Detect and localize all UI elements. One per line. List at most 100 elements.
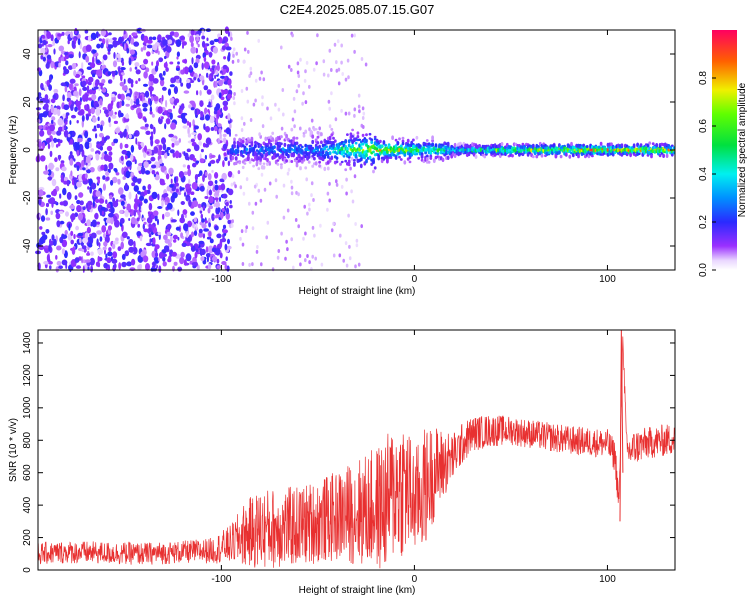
spectrogram-cell — [353, 107, 357, 112]
spectrogram-cell — [347, 159, 351, 164]
spectrogram-cell — [139, 195, 145, 201]
spectrogram-cell — [89, 142, 92, 149]
spectrogram-cell — [314, 161, 318, 166]
spectrogram-cell — [365, 159, 368, 164]
spectrogram-cell — [182, 164, 186, 168]
spectrogram-cell — [169, 31, 175, 36]
spectrogram-cell — [354, 222, 357, 226]
spectrogram-cell — [251, 226, 255, 231]
spectrogram-cell — [105, 176, 110, 181]
spectrogram-cell — [215, 201, 220, 209]
spectrogram-cell — [130, 153, 134, 161]
snr-ytick-label: 400 — [22, 496, 33, 513]
spectrogram-cell — [187, 164, 191, 170]
spectrogram-cell — [86, 169, 91, 174]
spectrogram-cell — [321, 150, 325, 155]
spectrogram-cell — [263, 187, 267, 192]
spectrogram-cell — [113, 263, 117, 269]
spectrogram-cell — [311, 254, 315, 259]
spectrogram-cell — [190, 138, 195, 143]
spectrogram-cell — [185, 183, 191, 190]
spectrogram-cell — [108, 162, 114, 170]
spectrogram-cell — [344, 152, 348, 156]
spectrogram-cell — [339, 233, 342, 238]
spectrogram-cell — [76, 149, 79, 157]
spectrogram-cell — [568, 154, 572, 159]
spectrogram-cell — [152, 36, 157, 41]
spectrogram-cell — [248, 160, 252, 164]
spectrogram-cell — [55, 144, 59, 148]
spectrogram-cell — [104, 151, 107, 155]
spectrogram-cell — [599, 141, 603, 146]
spectrogram-cell — [205, 126, 210, 133]
spectrogram-cell — [198, 231, 204, 238]
spectrogram-cell — [434, 143, 438, 148]
spectrogram-cell — [108, 212, 114, 218]
spectrogram-cell — [453, 153, 457, 158]
spectrogram-cell — [37, 125, 43, 130]
spectrogram-cell — [177, 209, 180, 216]
spectrogram-cell — [351, 135, 354, 138]
spectrogram-cell — [197, 133, 202, 141]
spectrogram-cell — [199, 75, 205, 81]
spectrogram-cell — [280, 231, 283, 236]
spectrogram-cell — [157, 34, 162, 42]
spectrogram-cell — [290, 185, 294, 190]
snr-ytick-label: 600 — [22, 464, 33, 481]
spectrogram-cell — [43, 170, 49, 175]
spectrogram-cell — [285, 159, 288, 163]
spectrogram-cell — [136, 231, 142, 237]
spectrogram-cell — [379, 139, 382, 144]
spectrogram-cell — [126, 261, 132, 267]
spectrogram-cell — [98, 38, 102, 42]
spectrogram-cell — [68, 65, 73, 70]
spectrogram-cell — [210, 94, 215, 101]
spectrogram-cell — [637, 152, 641, 156]
spectrogram-cell — [308, 260, 311, 265]
spectrogram-cell — [293, 159, 297, 162]
spectrogram-cell — [69, 78, 76, 84]
spectrogram-cell — [170, 137, 177, 142]
spectrogram-cell — [328, 181, 331, 186]
colorbar-tick-label: 0.6 — [698, 119, 709, 133]
spectrogram-cell — [92, 116, 97, 123]
spectrogram-cell — [148, 73, 155, 82]
spectrogram-cell — [48, 76, 52, 83]
spectrogram-cell — [85, 44, 92, 52]
spectrogram-cell — [117, 93, 122, 100]
spectrogram-cell — [221, 172, 227, 181]
spectrogram-cell — [665, 153, 669, 158]
spectrogram-cell — [133, 209, 136, 217]
spectrogram-cell — [208, 222, 212, 228]
spectrogram-cell — [239, 185, 243, 190]
spectrogram-cell — [166, 46, 172, 53]
spectrogram-cell — [194, 251, 198, 259]
spectrogram-cell — [187, 127, 190, 135]
spectrogram-cell — [110, 179, 114, 186]
spectrogram-cell — [124, 143, 129, 149]
spectrogram-cell — [180, 113, 186, 120]
spectrogram-cell — [102, 183, 106, 191]
spectrogram-cell — [308, 202, 311, 207]
spectrogram-cell — [97, 178, 100, 184]
spectrogram-cell — [202, 205, 205, 210]
spectrogram-cell — [276, 163, 280, 166]
spectrogram-cell — [42, 141, 46, 149]
spectrogram-cell — [103, 262, 109, 269]
spectrogram-cell — [195, 47, 198, 54]
spectrogram-cell — [190, 191, 195, 195]
spectrogram-cell — [335, 179, 338, 184]
spectrogram-cell — [94, 81, 99, 87]
spectrogram-cell — [74, 195, 78, 201]
spectrogram-cell — [227, 79, 232, 86]
spectrogram-cell — [170, 77, 175, 84]
spectrogram-cell — [46, 254, 51, 262]
spectrogram-cell — [340, 60, 343, 65]
spectrogram-cell — [103, 164, 108, 172]
spectrogram-cell — [292, 265, 295, 270]
spectrogram-cell — [100, 42, 104, 49]
spectrogram-cell — [361, 142, 365, 146]
spectrogram-cell — [143, 45, 147, 51]
spectrogram-cell — [174, 182, 179, 187]
spectrogram-cell — [84, 173, 88, 179]
